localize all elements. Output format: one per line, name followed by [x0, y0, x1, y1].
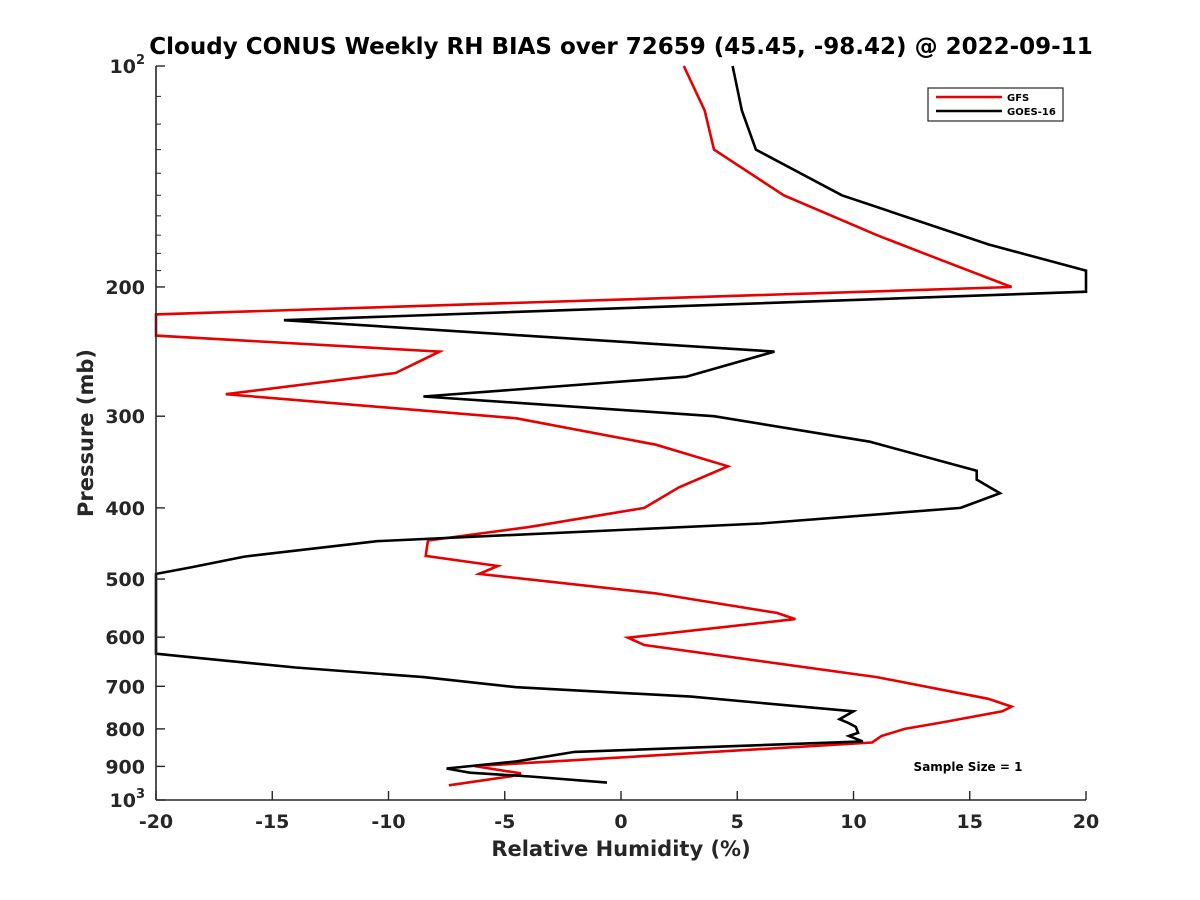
legend-label-gfs: GFS	[1007, 93, 1029, 104]
chart-title: Cloudy CONUS Weekly RH BIAS over 72659 (…	[149, 34, 1092, 60]
x-tick-label: -15	[255, 811, 289, 833]
y-axis-label: Pressure (mb)	[74, 349, 98, 517]
x-tick-label: -20	[139, 811, 173, 833]
x-tick-label: -10	[371, 811, 405, 833]
series-line-goes16	[154, 65, 1088, 784]
y-tick-label: 300	[105, 406, 145, 428]
y-tick-label: 103	[110, 787, 146, 812]
legend: GFS GOES-16	[927, 87, 1064, 122]
y-tick-label: 200	[105, 277, 145, 299]
x-tick-label: 20	[1073, 811, 1099, 833]
x-axis-ticks: -20 -15 -10 -5 0 5 10 15 20	[139, 791, 1099, 833]
x-tick-label: 10	[840, 811, 866, 833]
x-tick-label: 0	[614, 811, 627, 833]
y-tick-label: 900	[105, 756, 145, 778]
y-tick-label: 400	[105, 498, 145, 520]
y-tick-label: 600	[105, 627, 145, 649]
x-tick-label: -5	[494, 811, 515, 833]
legend-label-goes16: GOES-16	[1007, 107, 1056, 118]
y-axis-ticks: 102 200 300 400 500 600 700 800 900 103	[105, 53, 165, 812]
axes-background	[156, 66, 1086, 800]
sample-size-annotation: Sample Size = 1	[914, 760, 1023, 774]
y-tick-label: 800	[105, 719, 145, 741]
x-axis-label: Relative Humidity (%)	[491, 837, 750, 861]
y-tick-label: 102	[110, 53, 146, 78]
x-tick-label: 5	[731, 811, 744, 833]
y-tick-label: 500	[105, 569, 145, 591]
legend-box	[927, 87, 1064, 122]
plot-area	[154, 65, 1088, 801]
x-tick-label: 15	[957, 811, 983, 833]
series-line-gfs	[154, 65, 1015, 787]
y-tick-label: 700	[105, 676, 145, 698]
series-layer	[154, 65, 1088, 787]
